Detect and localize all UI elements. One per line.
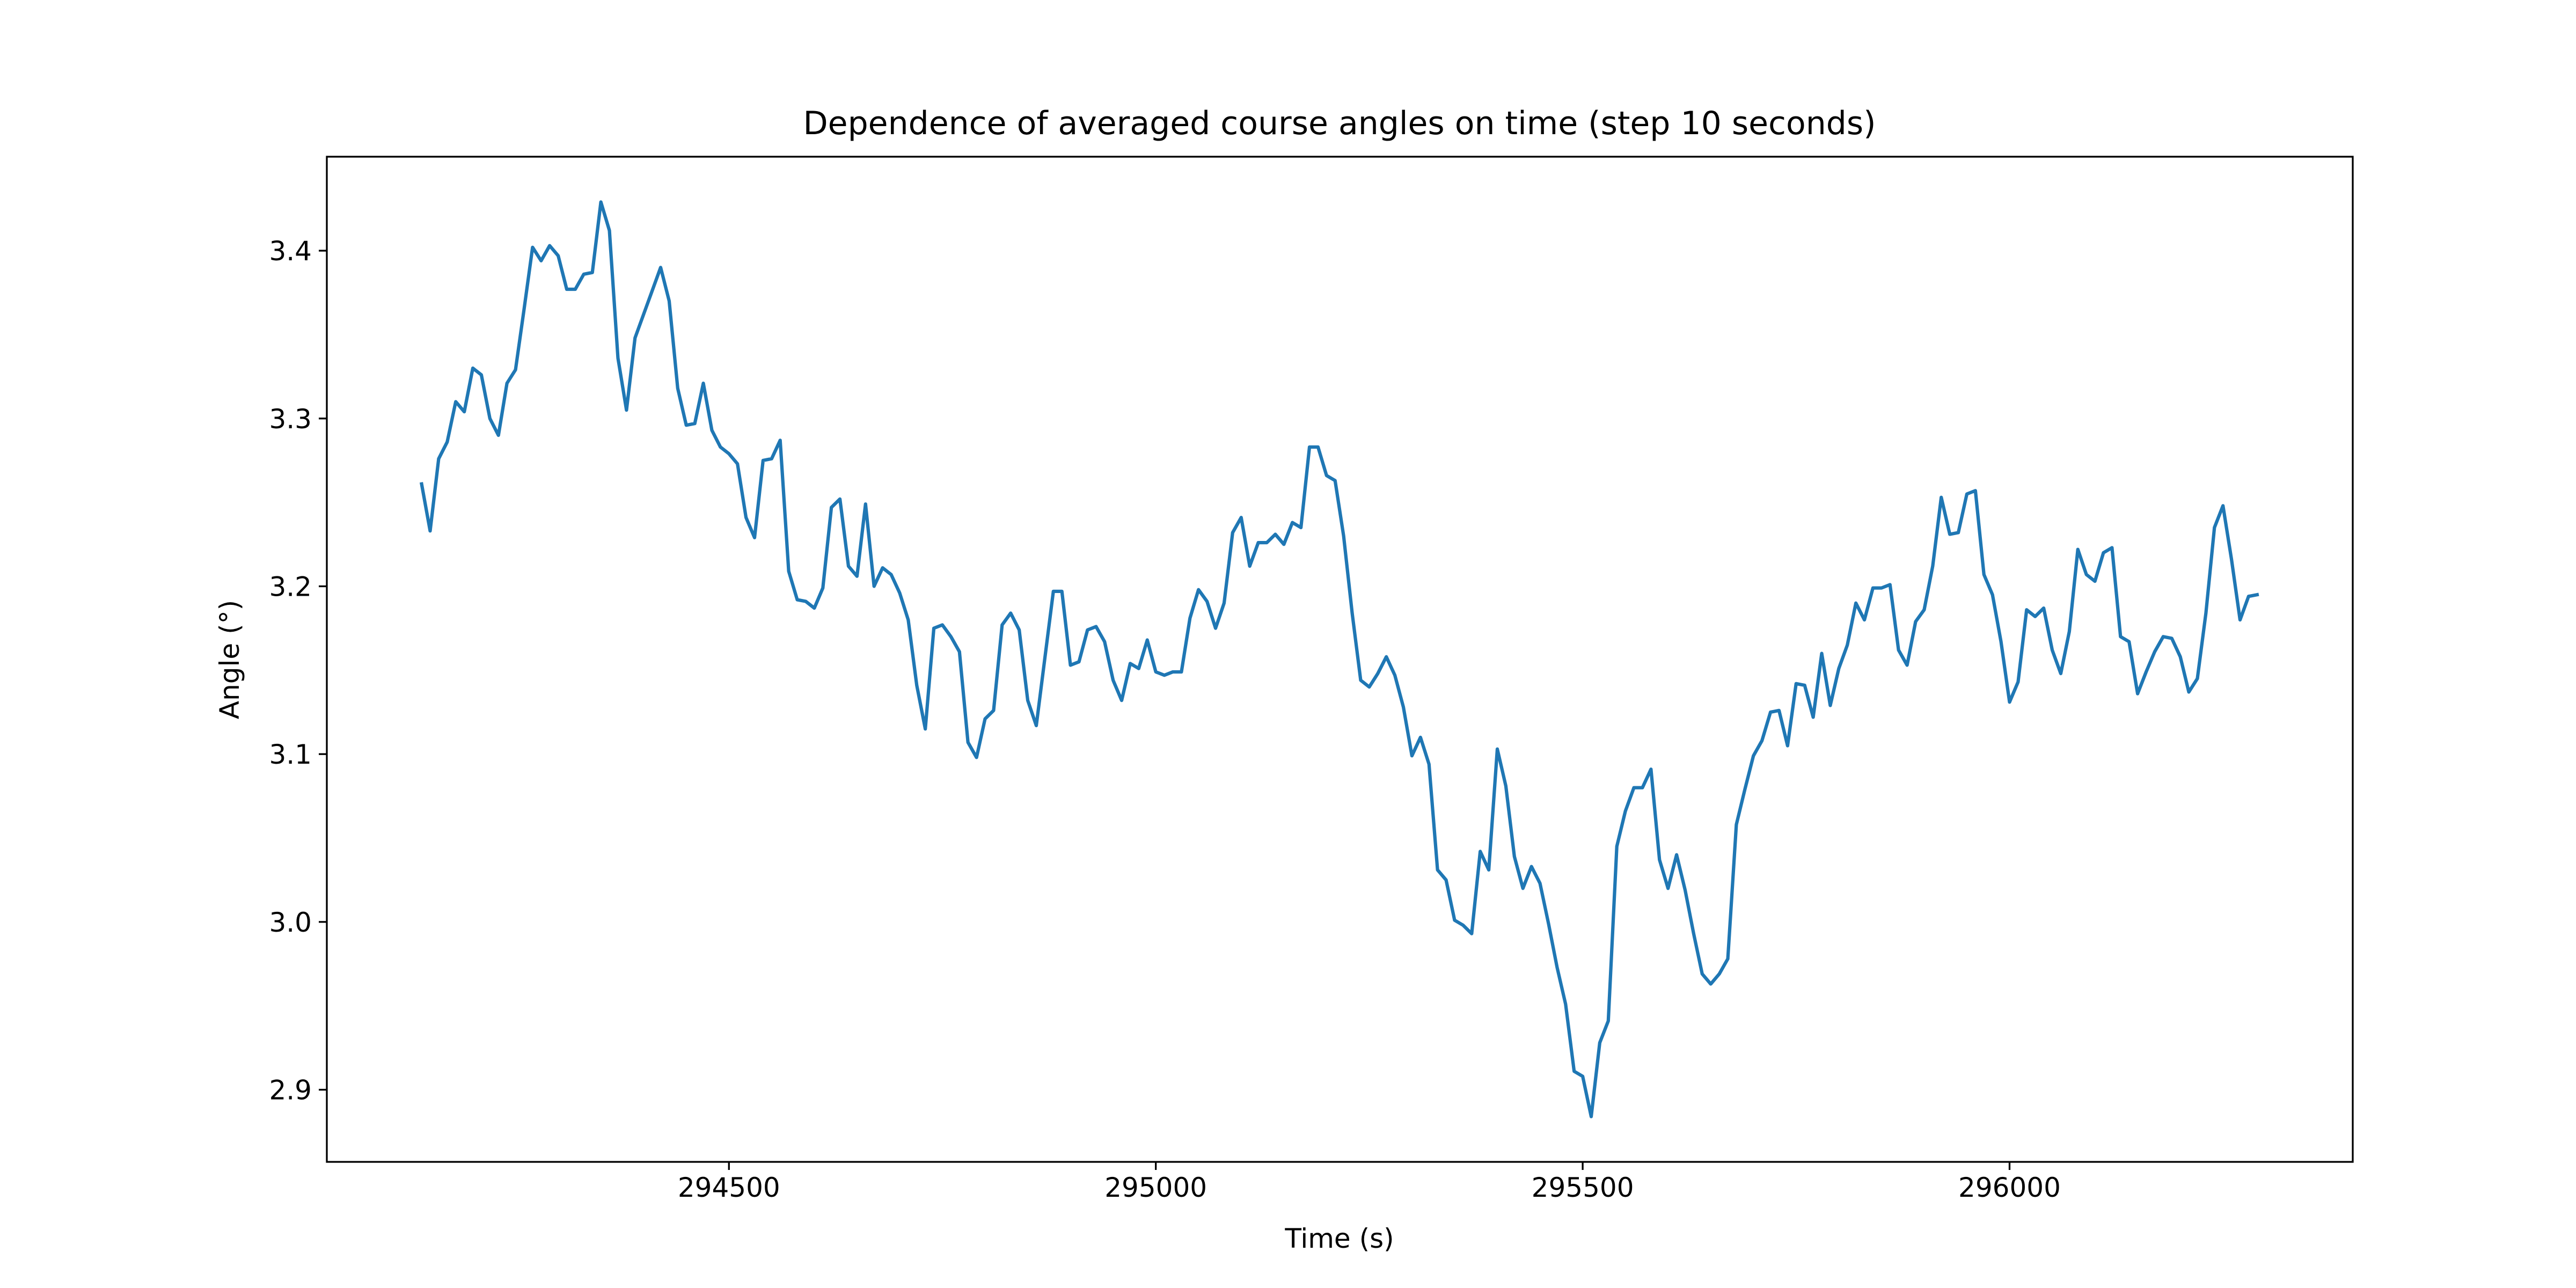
y-tick-label: 3.3 [269,404,312,435]
x-tick-label: 294500 [678,1172,780,1203]
y-tick-label: 3.0 [269,907,312,938]
y-tick-label: 3.1 [269,739,312,770]
plot-frame [326,156,2354,1163]
y-tick-label: 2.9 [269,1075,312,1106]
y-tick-label: 3.4 [269,236,312,267]
y-axis-label: Angle (°) [214,600,245,719]
data-line [419,200,2259,1118]
y-tick-label: 3.2 [269,571,312,602]
x-tick-label: 295500 [1532,1172,1634,1203]
x-axis-label: Time (s) [1284,1223,1394,1254]
x-tick-label: 296000 [1958,1172,2061,1203]
chart-title: Dependence of averaged course angles on … [803,105,1876,142]
x-tick-label: 295000 [1104,1172,1207,1203]
